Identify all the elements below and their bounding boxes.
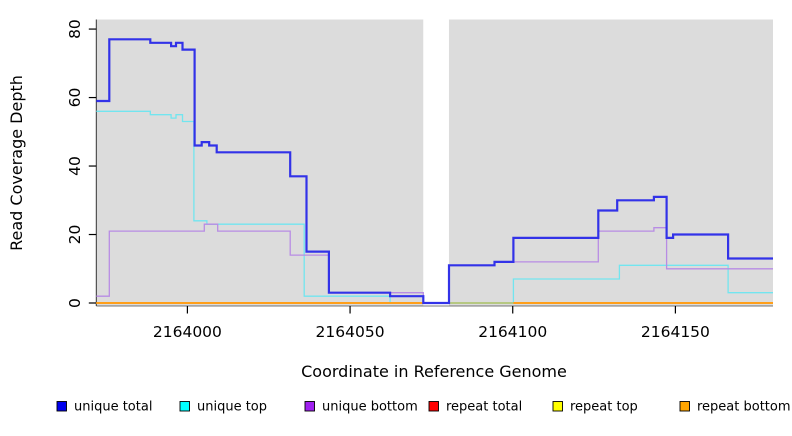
x-tick-label: 2164050 bbox=[316, 323, 385, 341]
series-line-unique-total bbox=[96, 38, 773, 305]
legend-item-unique-top: unique top bbox=[179, 400, 267, 415]
legend-swatch bbox=[179, 401, 190, 412]
legend-item-unique-bottom: unique bottom bbox=[304, 400, 418, 415]
legend-label: repeat bottom bbox=[697, 400, 791, 415]
x-tick-label: 2164150 bbox=[641, 323, 710, 341]
chart-legend: unique total unique top unique bottom repea… bbox=[56, 400, 791, 415]
y-tick-label: 80 bbox=[66, 19, 84, 39]
legend-item-unique-total: unique total bbox=[56, 400, 152, 415]
y-tick-label: 0 bbox=[66, 298, 84, 308]
series-line-unique-top bbox=[96, 110, 391, 303]
legend-label: repeat top bbox=[570, 400, 638, 415]
legend-swatch bbox=[552, 401, 563, 412]
legend-swatch bbox=[56, 401, 67, 412]
y-tick-label: 20 bbox=[66, 225, 84, 245]
legend-swatch bbox=[679, 401, 690, 412]
legend-label: unique top bbox=[197, 400, 267, 415]
x-tick-label: 2164100 bbox=[478, 323, 547, 341]
legend-label: repeat total bbox=[446, 400, 522, 415]
series-line-unique-top bbox=[449, 264, 773, 304]
legend-label: unique bottom bbox=[322, 400, 418, 415]
legend-swatch bbox=[428, 401, 439, 412]
plot-area: 0 20 40 60 80 2164000 2164050 2164100 2164150 bbox=[66, 19, 774, 341]
legend-swatch bbox=[304, 401, 315, 412]
y-axis-title: Read Coverage Depth bbox=[7, 75, 26, 251]
y-tick-label: 60 bbox=[66, 88, 84, 108]
legend-item-repeat-bottom: repeat bottom bbox=[679, 400, 791, 415]
legend-item-repeat-total: repeat total bbox=[428, 400, 522, 415]
y-tick-label: 40 bbox=[66, 156, 84, 176]
x-tick-label: 2164000 bbox=[153, 323, 222, 341]
legend-label: unique total bbox=[74, 400, 152, 415]
x-axis-title: Coordinate in Reference Genome bbox=[301, 362, 567, 381]
no-data-gap bbox=[423, 19, 449, 307]
legend-item-repeat-top: repeat top bbox=[552, 400, 638, 415]
